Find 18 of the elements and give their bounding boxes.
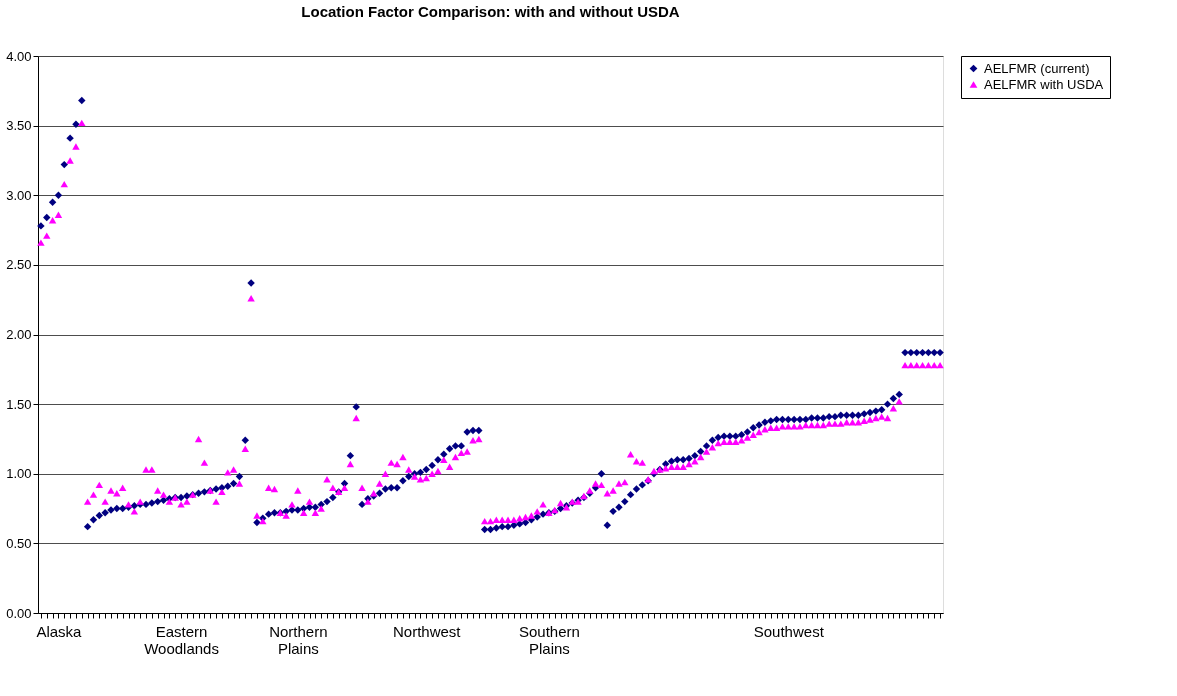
y-tick-label: 0.50 xyxy=(6,535,32,551)
x-tick-label: Northwest xyxy=(393,622,462,640)
x-tick-label: Southern Plains xyxy=(518,622,580,657)
y-tick-label: 1.00 xyxy=(6,466,32,482)
chart-title: Location Factor Comparison: with and without USDA xyxy=(301,3,680,20)
x-tick-label: Northern Plains xyxy=(269,622,328,657)
y-tick-label: 4.00 xyxy=(6,48,32,64)
y-tick-label: 3.50 xyxy=(6,118,32,134)
y-tick-label: 1.50 xyxy=(6,396,32,412)
x-tick-label: Alaska xyxy=(36,622,83,640)
y-tick-label: 2.00 xyxy=(6,327,32,342)
legend-label: AELFMR (current) xyxy=(984,60,1090,76)
x-tick-label: Eastern Woodlands xyxy=(144,622,219,657)
x-tick-label: Southwest xyxy=(753,622,825,640)
y-tick-label: 2.50 xyxy=(6,257,32,273)
y-tick-label: 3.00 xyxy=(6,187,32,203)
y-tick-label: 0.00 xyxy=(6,605,32,621)
legend-label: AELFMR with USDA xyxy=(984,76,1104,92)
